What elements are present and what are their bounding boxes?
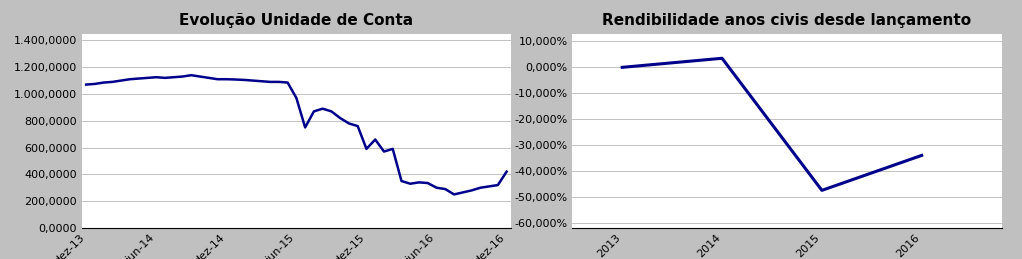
Title: Rendibilidade anos civis desde lançamento: Rendibilidade anos civis desde lançament… [602,13,972,28]
Title: Evolução Unidade de Conta: Evolução Unidade de Conta [179,13,414,28]
